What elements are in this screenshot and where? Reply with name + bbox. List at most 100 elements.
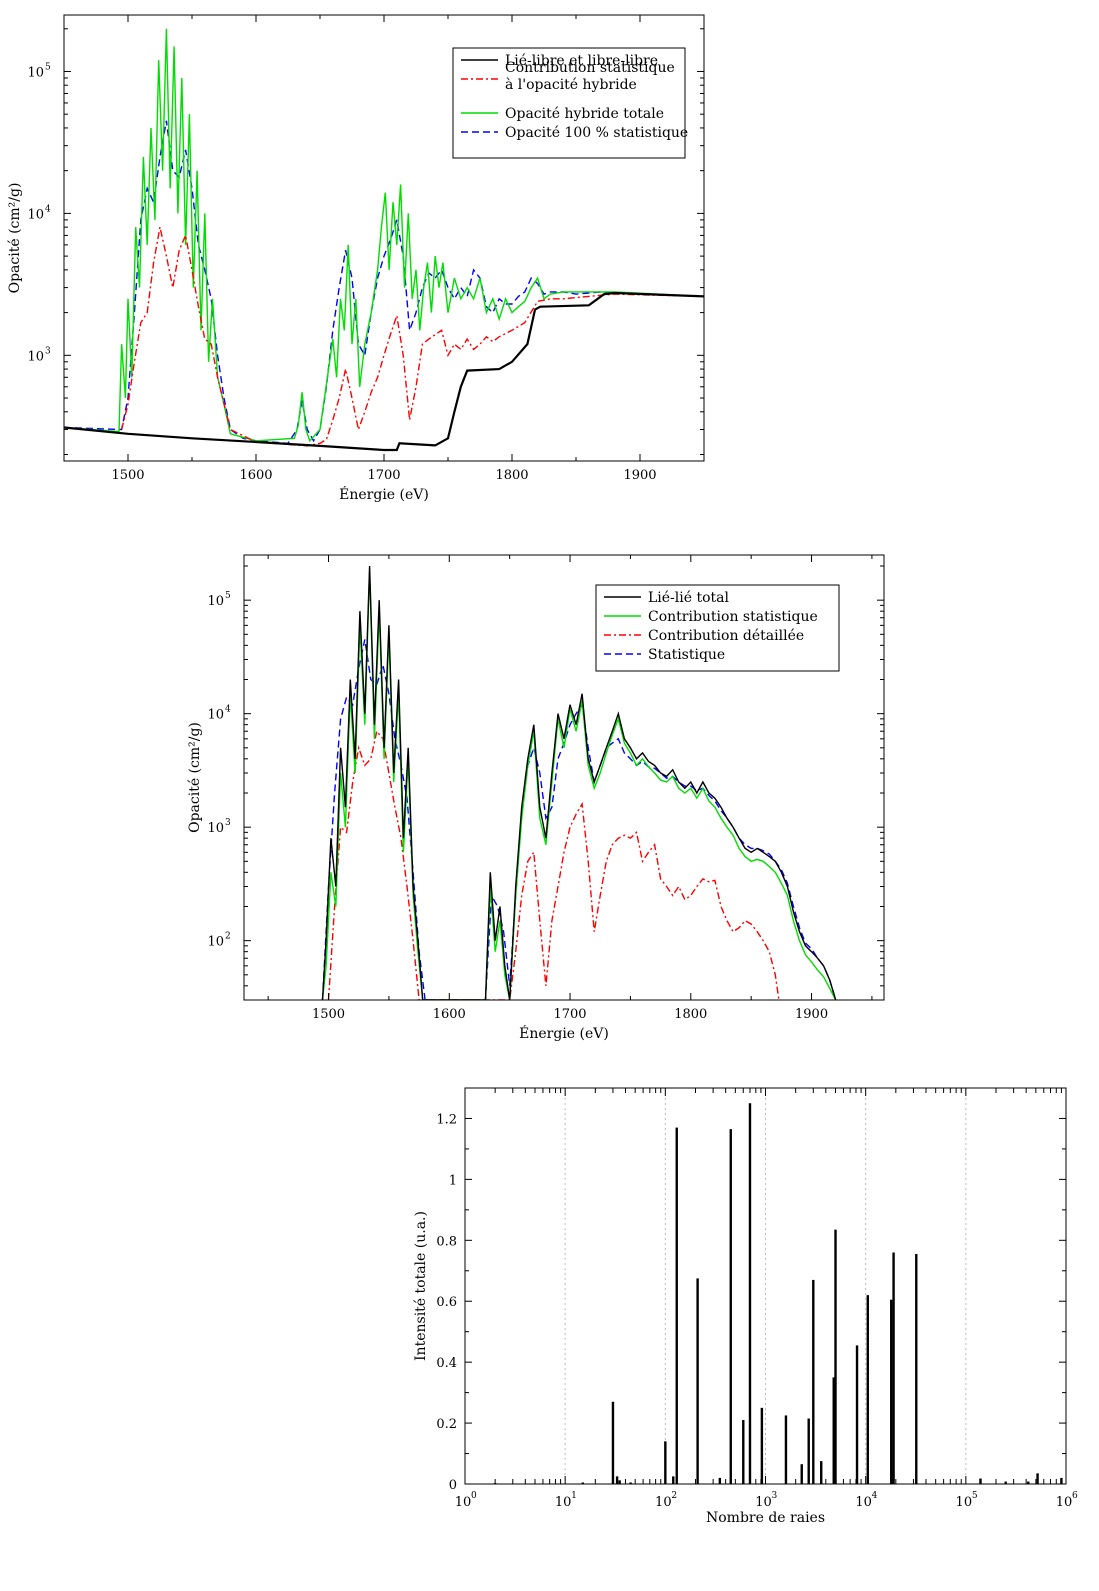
x-tick-exponent: 3 <box>772 1491 778 1501</box>
x-tick-label: 10 <box>1056 1495 1073 1510</box>
x-tick-label: 1600 <box>433 1007 466 1022</box>
bar <box>784 1415 788 1484</box>
y-tick-exponent: 3 <box>45 346 51 356</box>
y-tick-exponent: 4 <box>45 204 51 214</box>
x-axis-label: Nombre de raies <box>706 1510 825 1526</box>
legend-label: Opacité hybride totale <box>505 106 664 122</box>
series-group <box>64 28 704 452</box>
bar <box>760 1407 764 1484</box>
x-tick-label: 1700 <box>367 468 400 483</box>
legend-label-line: à l'opacité hybride <box>505 76 637 93</box>
plot-frame <box>243 554 885 1001</box>
y-axis-label: Opacité (cm²/g) <box>7 183 23 294</box>
x-tick-exponent: 0 <box>471 1491 477 1501</box>
y-axis-label: Intensité totale (u.a.) <box>413 1211 429 1361</box>
bar <box>807 1418 810 1484</box>
bar <box>979 1478 982 1484</box>
bar <box>611 1401 615 1484</box>
y-tick-label: 0 <box>449 1478 457 1493</box>
y-tick-label: 0.8 <box>436 1234 457 1249</box>
legend-frame <box>452 47 686 159</box>
bar <box>742 1420 745 1484</box>
legend: Lié-lié total Contribution statistique Con… <box>595 584 840 672</box>
legend-label: Opacité 100 % statistique <box>505 125 688 141</box>
y-tick-exponent: 2 <box>225 932 231 942</box>
x-tick-label: 1700 <box>553 1007 586 1022</box>
bar <box>866 1295 869 1484</box>
x-tick-exponent: 5 <box>972 1491 978 1501</box>
y-tick-exponent: 3 <box>225 818 231 828</box>
x-tick-exponent: 2 <box>671 1491 677 1501</box>
x-tick-label: 10 <box>956 1495 973 1510</box>
bar <box>581 1482 585 1484</box>
y-tick-label: 10 <box>207 935 224 950</box>
y-tick-label: 10 <box>207 708 224 723</box>
legend-label: Lié-libre et libre-libre <box>505 53 658 69</box>
x-axis-label: Énergie (eV) <box>519 1024 609 1042</box>
legend-label: Contribution détaillée <box>648 628 804 644</box>
y-tick-label: 1 <box>449 1173 457 1188</box>
bar <box>675 1127 678 1484</box>
y-tick-label: 0.4 <box>436 1356 457 1371</box>
bar <box>800 1464 803 1484</box>
x-tick-label: 10 <box>455 1495 472 1510</box>
y-tick-label: 0.6 <box>436 1295 457 1310</box>
bar <box>915 1254 918 1484</box>
bar <box>629 1482 632 1484</box>
legend-label: Contribution statistique à l'opacité hybr… <box>505 60 675 93</box>
bar <box>718 1477 722 1484</box>
y-tick-label: 10 <box>207 594 224 609</box>
legend-item-3: Statistique <box>604 647 725 663</box>
series-line-2 <box>327 729 780 1000</box>
y-tick-label: 1.2 <box>436 1112 457 1127</box>
x-tick-exponent: 1 <box>571 1491 577 1501</box>
x-tick-label: 1800 <box>674 1007 707 1022</box>
x-tick-label: 1500 <box>111 468 144 483</box>
bar <box>696 1278 699 1484</box>
legend-frame <box>595 584 840 672</box>
bar <box>1004 1481 1007 1484</box>
series-line-2 <box>64 28 704 443</box>
x-tick-label: 1900 <box>795 1007 828 1022</box>
bar <box>890 1299 893 1484</box>
x-tick-label: 1600 <box>239 468 272 483</box>
y-tick-label: 10 <box>27 207 44 222</box>
y-tick-label: 10 <box>207 821 224 836</box>
y-tick-exponent: 5 <box>45 62 51 72</box>
bar <box>834 1229 837 1484</box>
y-tick-exponent: 4 <box>225 705 231 715</box>
bar <box>664 1441 667 1484</box>
bar <box>892 1252 895 1484</box>
x-tick-label: 1900 <box>623 468 656 483</box>
bar <box>820 1461 823 1484</box>
y-axis-label: Opacité (cm²/g) <box>187 722 203 833</box>
bar <box>1027 1481 1030 1484</box>
y-tick-label: 10 <box>27 349 44 364</box>
series-line-1 <box>120 226 704 447</box>
legend-item-2: Opacité hybride totale <box>461 106 664 122</box>
x-tick-label: 1500 <box>312 1007 345 1022</box>
series-line-3 <box>64 120 704 445</box>
bar <box>672 1476 675 1484</box>
series-group <box>321 565 837 1000</box>
bar <box>615 1476 619 1484</box>
x-tick-exponent: 6 <box>1072 1491 1078 1501</box>
bar <box>618 1480 621 1484</box>
y-tick-label: 0.2 <box>436 1417 457 1432</box>
legend-label-line: Contribution statistique <box>505 60 675 76</box>
legend-item-0: Lié-lié total <box>604 590 730 606</box>
legend-label: Statistique <box>648 647 725 663</box>
y-tick-exponent: 5 <box>225 591 231 601</box>
x-axis-label: Énergie (eV) <box>339 485 429 503</box>
legend-item-0: Lié-libre et libre-libre <box>461 53 658 69</box>
x-tick-label: 10 <box>855 1495 872 1510</box>
legend-label: Contribution statistique <box>648 609 818 625</box>
series-line-0 <box>64 291 704 452</box>
x-tick-label: 10 <box>755 1495 772 1510</box>
bar <box>812 1279 815 1484</box>
legend-label: Lié-lié total <box>648 590 730 606</box>
